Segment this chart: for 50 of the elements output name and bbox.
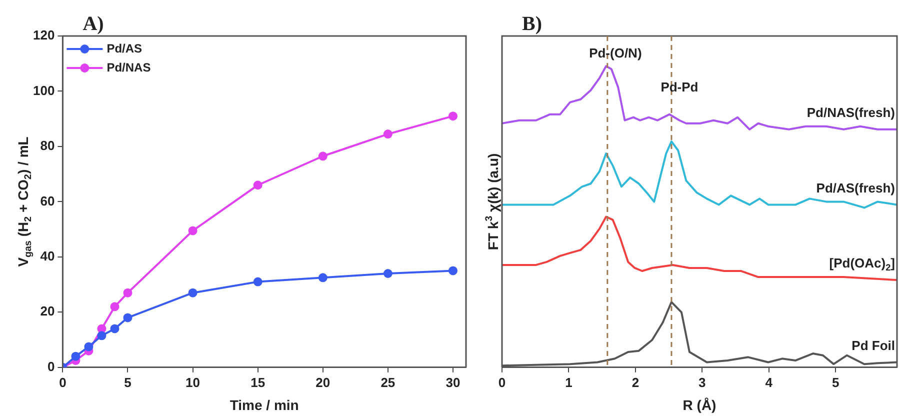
series-label: Pd/NAS(fresh) <box>806 104 896 120</box>
ref-line-label: Pd-Pd <box>660 80 698 95</box>
y-tick-label: 100 <box>32 82 55 98</box>
series-label: Pd Foil <box>852 338 896 353</box>
x-tick-label: 15 <box>250 374 266 390</box>
point <box>110 302 120 312</box>
point <box>448 112 458 121</box>
point <box>383 269 392 278</box>
x-tick-label: 5 <box>124 374 132 390</box>
x-tick-label: 0 <box>59 374 66 390</box>
point <box>383 130 392 139</box>
x-tick-label: 20 <box>316 374 330 390</box>
x-tick-label: 1 <box>565 374 572 390</box>
legend-label: Pd/AS <box>106 41 142 56</box>
point <box>71 352 80 361</box>
point <box>318 152 328 161</box>
point <box>110 324 120 334</box>
chart-title: B) <box>522 13 542 35</box>
point <box>318 273 328 282</box>
x-tick-label: 2 <box>632 374 640 390</box>
point <box>188 288 198 298</box>
point <box>253 277 262 286</box>
y-tick-label: 0 <box>47 358 55 374</box>
series-label: Pd/AS(fresh) <box>816 180 896 196</box>
x-tick-label: 25 <box>380 374 396 390</box>
y-tick-label: 80 <box>40 138 55 154</box>
x-tick-label: 10 <box>186 374 200 390</box>
x-axis-title: R (Å) <box>682 396 716 413</box>
point <box>448 266 458 276</box>
x-tick-label: 30 <box>446 374 460 390</box>
chart-title: A) <box>82 13 104 35</box>
point <box>123 313 132 322</box>
y-tick-label: 60 <box>40 193 55 208</box>
point <box>123 288 132 298</box>
y-axis-title: Vgas (H2 + CO2) / mL <box>14 136 34 267</box>
legend-label: Pd/NAS <box>106 60 151 74</box>
x-tick-label: 4 <box>765 374 774 390</box>
point <box>253 180 262 190</box>
x-tick-label: 5 <box>832 374 840 390</box>
y-tick-label: 40 <box>40 248 55 264</box>
y-axis-title: FT k3 χ(k) (a.u) <box>484 153 501 250</box>
point <box>188 226 198 236</box>
y-tick-label: 20 <box>40 304 55 319</box>
point <box>84 342 94 352</box>
x-tick-label: 0 <box>498 374 506 390</box>
x-axis-title: Time / min <box>230 396 299 413</box>
y-tick-label: 120 <box>32 28 55 43</box>
ref-line-label: Pd-(O/N) <box>589 46 642 61</box>
x-tick-label: 3 <box>698 374 706 390</box>
point <box>97 331 106 340</box>
